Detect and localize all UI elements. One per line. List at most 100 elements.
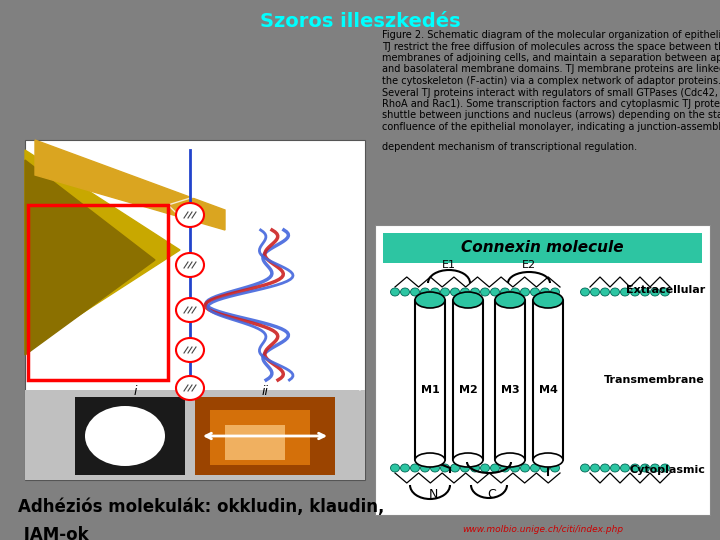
Ellipse shape [453,292,483,308]
Ellipse shape [451,464,459,472]
Ellipse shape [470,464,480,472]
Text: Adhéziós molekulák: okkludin, klaudin,: Adhéziós molekulák: okkludin, klaudin, [18,498,384,516]
Bar [375,225,710,515]
Ellipse shape [641,464,649,472]
Ellipse shape [490,288,500,296]
Ellipse shape [580,288,590,296]
Ellipse shape [441,464,449,472]
Polygon shape [168,145,360,390]
Text: shuttle between junctions and nucleus (arrows) depending on the state of: shuttle between junctions and nucleus (a… [382,111,720,120]
Ellipse shape [176,298,204,322]
Ellipse shape [461,464,469,472]
Ellipse shape [551,464,559,472]
Ellipse shape [631,288,639,296]
Text: www.molbio.unige.ch/citi/index.php: www.molbio.unige.ch/citi/index.php [462,525,623,534]
Text: JAM-ok: JAM-ok [18,526,89,540]
Ellipse shape [611,288,619,296]
Ellipse shape [533,292,563,308]
Ellipse shape [431,464,439,472]
Ellipse shape [650,464,660,472]
Bar [75,397,185,475]
Ellipse shape [451,288,459,296]
Ellipse shape [641,288,649,296]
Ellipse shape [531,464,539,472]
Ellipse shape [611,464,619,472]
Ellipse shape [176,376,204,400]
Text: M4: M4 [539,385,557,395]
Text: M1: M1 [420,385,439,395]
Ellipse shape [580,464,590,472]
Bar [533,300,563,460]
Ellipse shape [531,288,539,296]
Ellipse shape [660,464,670,472]
Text: i: i [133,385,137,398]
Ellipse shape [500,288,510,296]
Ellipse shape [390,464,400,472]
Ellipse shape [495,453,525,467]
Bar [210,410,310,465]
Ellipse shape [631,464,639,472]
Ellipse shape [621,288,629,296]
Text: Connexin molecule: Connexin molecule [462,240,624,255]
Text: Transmembrane: Transmembrane [604,375,705,385]
Ellipse shape [420,288,430,296]
Ellipse shape [390,288,400,296]
Text: Cytoplasmic: Cytoplasmic [629,465,705,475]
Ellipse shape [510,288,520,296]
Ellipse shape [410,464,420,472]
Ellipse shape [660,288,670,296]
Ellipse shape [461,288,469,296]
Ellipse shape [500,464,510,472]
Text: TJ restrict the free diffusion of molecules across the space between the: TJ restrict the free diffusion of molecu… [382,42,720,51]
Bar [415,300,445,460]
Ellipse shape [521,288,529,296]
Text: C: C [487,489,496,502]
Ellipse shape [470,288,480,296]
Ellipse shape [590,464,600,472]
Ellipse shape [541,288,549,296]
Bar [225,425,285,460]
Text: Figure 2. Schematic diagram of the molecular organization of epithelial TJ.: Figure 2. Schematic diagram of the molec… [382,30,720,40]
Ellipse shape [510,464,520,472]
Ellipse shape [431,288,439,296]
Text: confluence of the epithelial monolayer, indicating a junction-assembly-: confluence of the epithelial monolayer, … [382,122,720,132]
Ellipse shape [415,453,445,467]
Bar [25,390,365,480]
Text: M3: M3 [500,385,519,395]
Ellipse shape [410,288,420,296]
Text: dependent mechanism of transcriptional regulation.: dependent mechanism of transcriptional r… [382,141,637,152]
Text: membranes of adjoining cells, and maintain a separation between apical: membranes of adjoining cells, and mainta… [382,53,720,63]
Ellipse shape [453,453,483,467]
Ellipse shape [533,453,563,467]
Ellipse shape [600,464,610,472]
Ellipse shape [176,253,204,277]
Ellipse shape [650,288,660,296]
Text: RhoA and Rac1). Some transcription factors and cytoplasmic TJ proteins: RhoA and Rac1). Some transcription facto… [382,99,720,109]
Text: M2: M2 [459,385,477,395]
Ellipse shape [600,288,610,296]
Ellipse shape [415,292,445,308]
Text: N: N [428,489,438,502]
Text: E1: E1 [442,260,456,270]
Ellipse shape [590,288,600,296]
Ellipse shape [490,464,500,472]
Ellipse shape [521,464,529,472]
Text: Szoros illeszkedés: Szoros illeszkedés [260,12,460,31]
Text: the cytoskeleton (F-actin) via a complex network of adaptor proteins.: the cytoskeleton (F-actin) via a complex… [382,76,720,86]
Bar [383,233,702,263]
Text: Extracellular: Extracellular [626,285,705,295]
Ellipse shape [480,288,490,296]
Ellipse shape [400,464,410,472]
Ellipse shape [441,288,449,296]
Bar [453,300,483,460]
Ellipse shape [621,464,629,472]
Text: ii: ii [261,385,269,398]
Ellipse shape [85,406,165,466]
Text: Several TJ proteins interact with regulators of small GTPases (Cdc42,: Several TJ proteins interact with regula… [382,87,718,98]
Ellipse shape [176,203,204,227]
Ellipse shape [420,464,430,472]
Ellipse shape [400,288,410,296]
Bar [495,300,525,460]
Text: E2: E2 [522,260,536,270]
Ellipse shape [176,338,204,362]
